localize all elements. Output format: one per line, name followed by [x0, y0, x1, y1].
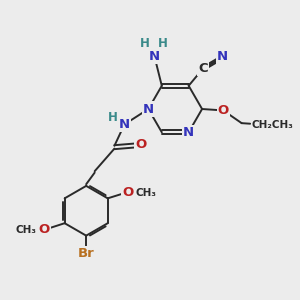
Text: H: H	[158, 37, 168, 50]
Text: N: N	[149, 50, 160, 63]
Text: CH₃: CH₃	[136, 188, 157, 198]
Text: CH₂CH₃: CH₂CH₃	[251, 120, 293, 130]
Text: N: N	[183, 126, 194, 139]
Text: O: O	[39, 223, 50, 236]
Text: Br: Br	[78, 247, 94, 260]
Text: N: N	[217, 50, 228, 63]
Text: N: N	[143, 103, 154, 116]
Text: N: N	[119, 118, 130, 131]
Text: O: O	[218, 104, 229, 117]
Text: O: O	[122, 186, 134, 199]
Text: CH₃: CH₃	[15, 225, 36, 235]
Text: H: H	[140, 37, 150, 50]
Text: O: O	[135, 138, 146, 152]
Text: H: H	[107, 111, 117, 124]
Text: C: C	[198, 62, 208, 75]
